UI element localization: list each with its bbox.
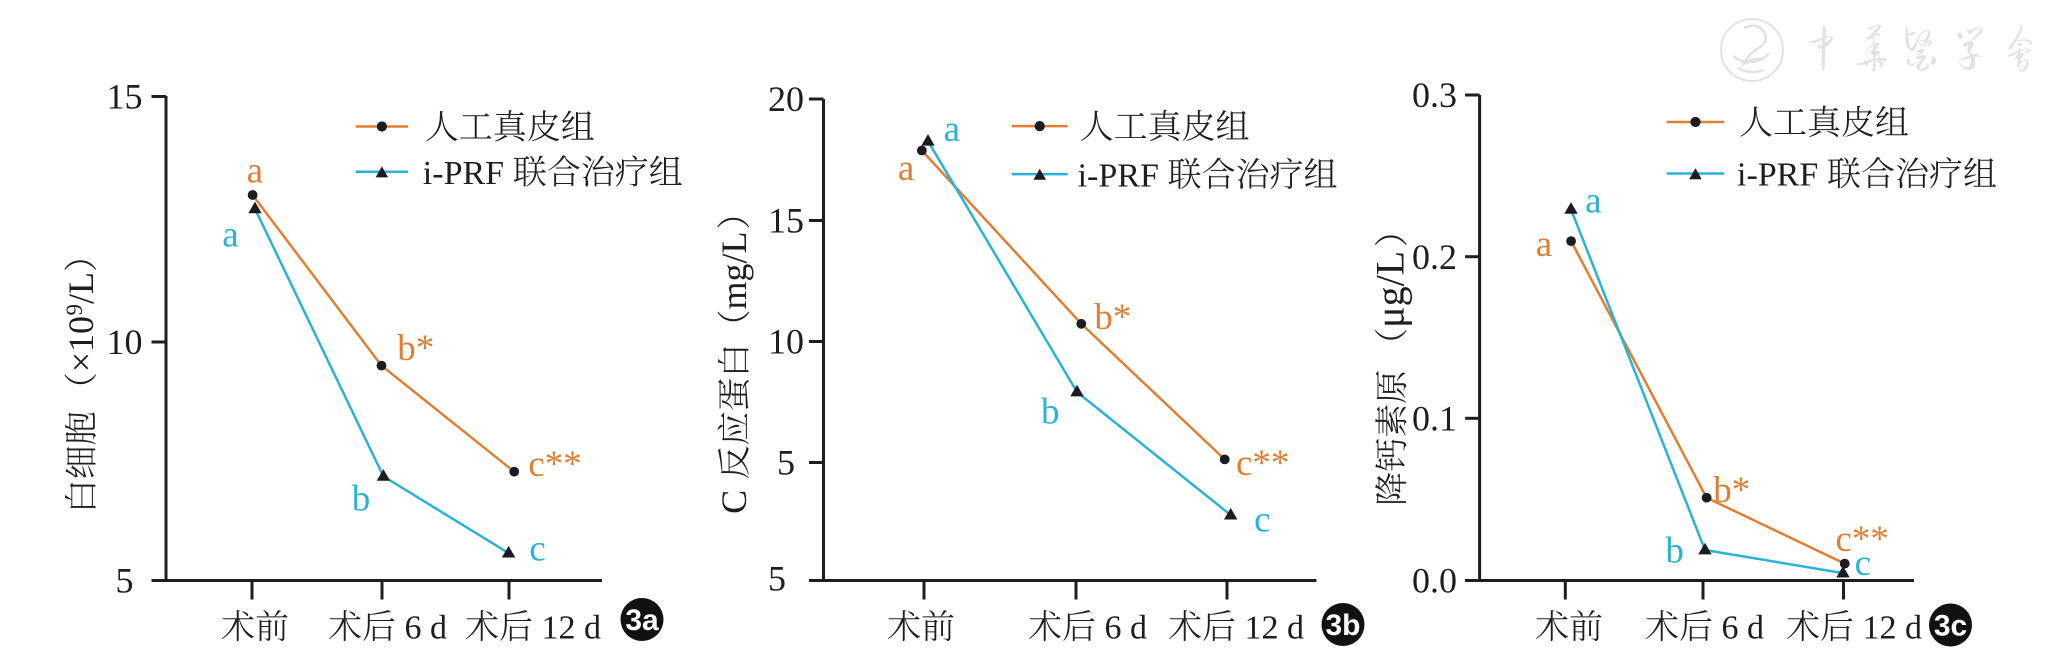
svg-text:c: c <box>1855 543 1871 584</box>
svg-text:μg/L: μg/L <box>1368 251 1413 328</box>
svg-text:a: a <box>222 215 238 256</box>
svg-text:5: 5 <box>777 443 795 483</box>
svg-text:0.1: 0.1 <box>1412 399 1457 439</box>
svg-text:12 d: 12 d <box>542 610 602 647</box>
svg-text:b*: b* <box>1713 470 1750 511</box>
svg-text:12 d: 12 d <box>1863 610 1923 647</box>
svg-text:15: 15 <box>768 201 804 241</box>
svg-text:mg/L: mg/L <box>714 232 754 310</box>
svg-text:c**: c** <box>1835 519 1888 560</box>
svg-text:3a: 3a <box>625 604 659 637</box>
svg-text:15: 15 <box>107 77 143 117</box>
svg-text:b: b <box>1665 531 1684 572</box>
svg-text:c**: c** <box>528 444 581 485</box>
svg-text:C: C <box>714 490 754 514</box>
svg-text:b*: b* <box>397 328 434 369</box>
svg-text:12 d: 12 d <box>1245 610 1305 647</box>
svg-text:a: a <box>1536 224 1552 265</box>
svg-text:0.2: 0.2 <box>1412 237 1457 277</box>
svg-text:20: 20 <box>768 79 804 119</box>
svg-text:5: 5 <box>116 561 134 601</box>
svg-text:a: a <box>1585 181 1601 222</box>
svg-text:c: c <box>529 529 545 570</box>
svg-text:i-PRF: i-PRF <box>423 155 504 192</box>
svg-text:0.0: 0.0 <box>1412 561 1457 601</box>
svg-text:i-PRF: i-PRF <box>1737 157 1818 194</box>
svg-text:c: c <box>1254 500 1270 541</box>
svg-text:3b: 3b <box>1325 609 1360 642</box>
svg-text:10: 10 <box>768 322 804 362</box>
svg-text:0.3: 0.3 <box>1412 75 1457 115</box>
svg-text:6 d: 6 d <box>1105 610 1148 647</box>
svg-text:b*: b* <box>1094 297 1131 338</box>
svg-text:9: 9 <box>62 304 87 316</box>
svg-text:i-PRF: i-PRF <box>1078 157 1159 194</box>
svg-text:b: b <box>352 479 371 520</box>
svg-text:/L: /L <box>61 272 101 304</box>
svg-text:5: 5 <box>768 559 786 599</box>
svg-text:6 d: 6 d <box>1722 610 1765 647</box>
svg-text:a: a <box>247 151 263 192</box>
svg-text:10: 10 <box>107 322 143 362</box>
svg-text:a: a <box>898 148 914 189</box>
svg-text:a: a <box>944 109 960 150</box>
svg-text:3c: 3c <box>1934 610 1967 643</box>
svg-text:6 d: 6 d <box>405 610 448 647</box>
svg-text:×10: ×10 <box>61 316 101 372</box>
svg-text:c**: c** <box>1236 443 1289 484</box>
svg-text:b: b <box>1041 392 1060 433</box>
